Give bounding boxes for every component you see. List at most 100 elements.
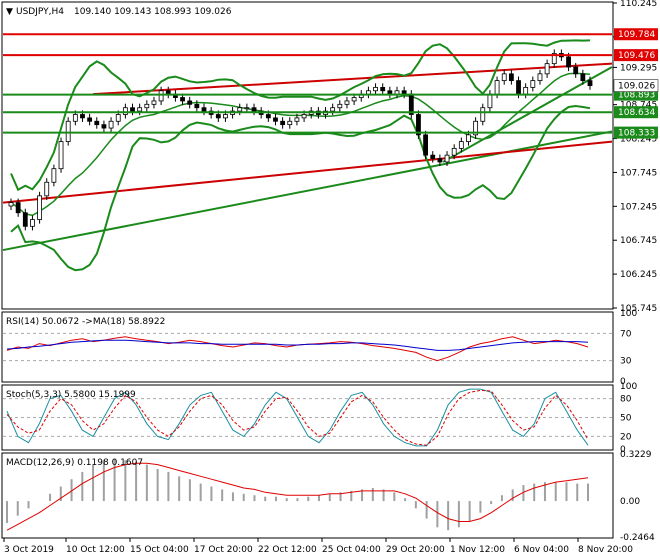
candle-body	[530, 80, 536, 88]
x-tick-label: 15 Oct 04:00	[130, 545, 189, 555]
candle-body	[423, 134, 428, 156]
level-price-label: 108.333	[618, 129, 655, 139]
stoch-title: Stoch(5,3,3) 5.5800 15.1999	[6, 390, 136, 400]
candle-body	[337, 103, 343, 109]
candle-body	[80, 114, 85, 119]
level-price-tag	[614, 49, 658, 62]
rsi-series-line	[6, 339, 589, 351]
candle-body	[416, 114, 421, 136]
bollinger-middle-band	[10, 72, 591, 217]
current-price-tag	[613, 79, 659, 92]
candle-body	[580, 73, 586, 82]
trend-line-red-lower	[2, 140, 613, 204]
candle-body	[280, 120, 286, 126]
candle-body	[487, 93, 493, 109]
candle-body	[444, 154, 450, 163]
candle-body	[108, 120, 114, 129]
candle-body	[187, 100, 193, 105]
rsi-y-tick-label: 100	[620, 309, 637, 319]
main-price-panel: 110.245109.745109.295108.745108.245107.7…	[2, 0, 659, 314]
trend-line-rising	[442, 66, 613, 163]
bollinger-upper-band	[10, 39, 591, 192]
candle-body	[566, 56, 571, 68]
candle-body	[523, 86, 529, 95]
candle-body	[294, 117, 300, 122]
candle-body	[494, 80, 500, 95]
rsi-y-tick-label: 30	[620, 357, 632, 367]
main-panel-frame	[1, 1, 614, 310]
stochastic-panel: 100 80 50 20 0	[3, 382, 637, 455]
candle-body	[287, 120, 293, 126]
rsi-panel: 100 70 30 0	[3, 309, 637, 387]
chart-header-ohlc: 109.140 109.143 108.993 109.026	[74, 7, 232, 17]
macd-y-tick-label: 0.00	[620, 497, 640, 507]
candle-body	[480, 107, 486, 122]
x-tick-label: 1 Nov 12:00	[450, 545, 505, 555]
candle-body	[473, 120, 479, 136]
x-tick-label: 17 Oct 20:00	[194, 545, 253, 555]
x-tick-label: 3 Oct 2019	[4, 545, 54, 555]
x-tick-label: 6 Nov 04:00	[514, 545, 569, 555]
macd-y-tick-label: 0.3229	[620, 450, 652, 460]
stoch-y-tick-label: 100	[620, 382, 637, 392]
stoch-y-tick-label: 20	[620, 432, 632, 442]
candle-body	[30, 219, 35, 227]
candle-body	[451, 147, 457, 156]
macd-title: MACD(12,26,9) 0.1198 0.1607	[6, 458, 143, 468]
candle-body	[373, 86, 378, 92]
candle-body	[144, 103, 150, 109]
candle-body	[44, 181, 50, 197]
main-y-tick-label: 107.745	[620, 168, 657, 178]
candle-body	[94, 120, 100, 126]
main-y-tick-label: 108.245	[620, 135, 657, 145]
level-price-tag	[614, 28, 658, 41]
candle-body	[180, 97, 185, 102]
level-price-label: 109.476	[618, 51, 655, 61]
rsi-panel-frame	[1, 311, 614, 383]
main-y-tick-label: 106.745	[620, 236, 657, 246]
candle-body	[37, 195, 42, 220]
candle-body	[330, 107, 336, 112]
candle-body	[58, 141, 64, 170]
candle-body	[72, 114, 78, 122]
bollinger-lower-band	[10, 104, 591, 272]
main-y-tick-label: 108.745	[620, 101, 657, 111]
candle-body	[351, 97, 357, 102]
stoch-y-tick-label: 80	[620, 395, 632, 405]
candle-body	[430, 154, 436, 159]
candle-body	[237, 107, 243, 112]
x-tick-label: 10 Oct 12:00	[66, 545, 125, 555]
rsi-y-tick-label: 0	[620, 377, 626, 387]
x-tick-label: 8 Nov 20:00	[578, 545, 633, 555]
candle-body	[8, 202, 14, 207]
candle-body	[122, 107, 128, 115]
macd-signal-line	[6, 462, 589, 531]
chart-header-symbol: USDJPY,H4	[16, 7, 64, 17]
candle-body	[87, 117, 93, 122]
macd-panel: 0.3229 0.00 -0.2464	[6, 450, 655, 543]
level-price-label: 108.634	[618, 108, 655, 118]
candle-body	[273, 117, 278, 122]
candle-body	[466, 134, 471, 143]
trend-line-red-upper	[92, 62, 613, 96]
current-price-label: 109.026	[618, 82, 655, 92]
candle-body	[15, 202, 21, 214]
time-axis: 3 Oct 2019 10 Oct 12:00 15 Oct 04:00 17 Oct…	[3, 538, 633, 555]
main-y-tick-label: 110.245	[620, 0, 657, 9]
candle-body	[265, 114, 271, 119]
candle-body	[65, 120, 71, 143]
candle-body	[151, 100, 157, 105]
candle-body	[201, 107, 207, 112]
candle-body	[544, 63, 550, 75]
candle-body	[344, 100, 350, 105]
candle-body	[516, 80, 521, 95]
candle-body	[215, 114, 221, 119]
candle-body	[508, 73, 514, 82]
rsi-y-tick-label: 70	[620, 329, 632, 339]
candle-body	[101, 124, 107, 129]
x-tick-label: 25 Oct 04:00	[322, 545, 381, 555]
stoch-y-tick-label: 50	[620, 414, 632, 424]
rsi-title: RSI(14) 50.0672 ->MA(18) 58.8922	[6, 317, 165, 327]
